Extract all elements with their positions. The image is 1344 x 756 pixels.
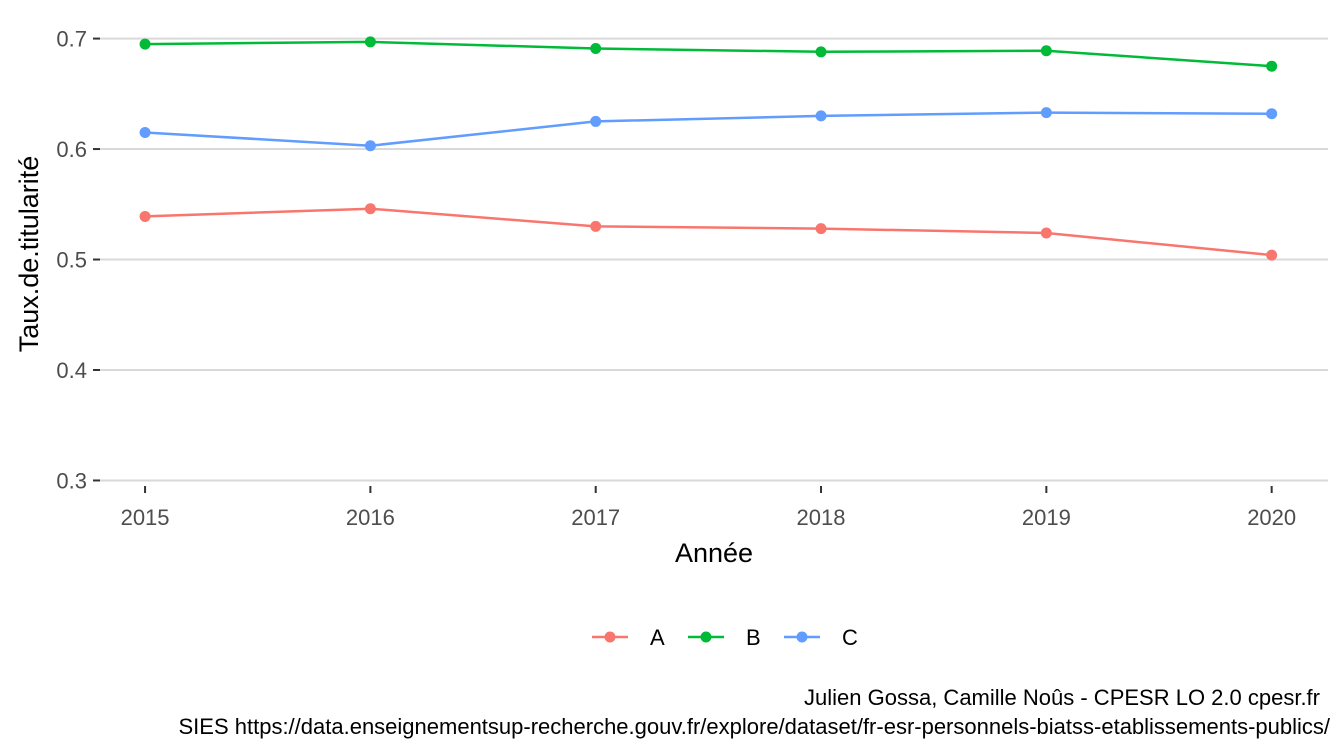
x-axis-title: Année: [675, 538, 753, 568]
data-point: [139, 38, 151, 50]
data-point: [815, 110, 827, 122]
legend-item-c: C: [784, 625, 858, 650]
series-lines: [139, 36, 1278, 261]
series-a: [139, 203, 1278, 261]
y-axis: 0.3 0.4 0.5 0.6 0.7: [56, 27, 100, 493]
caption-credit: Julien Gossa, Camille Noûs - CPESR LO 2.…: [804, 685, 1320, 710]
y-axis-title: Taux.de.titularité: [14, 156, 44, 353]
data-point: [364, 36, 376, 48]
data-point: [815, 223, 827, 235]
series-line: [145, 40, 1272, 68]
series-b: [139, 36, 1278, 72]
data-point: [1040, 227, 1052, 239]
legend-key-point: [700, 631, 712, 643]
legend-key-point: [796, 631, 808, 643]
y-tick-label: 0.6: [56, 137, 87, 162]
legend-item-a: A: [592, 625, 665, 650]
series-line: [145, 207, 1272, 257]
y-tick-label: 0.5: [56, 248, 87, 273]
x-tick-label: 2016: [346, 505, 395, 530]
data-point: [1266, 60, 1278, 72]
legend-item-b: B: [688, 625, 761, 650]
data-point: [590, 43, 602, 55]
data-point: [1266, 249, 1278, 261]
data-point: [364, 140, 376, 152]
legend-key-point: [604, 631, 616, 643]
y-tick-label: 0.4: [56, 358, 87, 383]
data-point: [1266, 108, 1278, 120]
data-point: [815, 46, 827, 58]
legend-label: A: [650, 625, 665, 650]
data-point: [139, 126, 151, 138]
data-point: [590, 115, 602, 127]
data-point: [139, 210, 151, 222]
legend: A B C: [592, 625, 858, 650]
y-tick-label: 0.3: [56, 468, 87, 493]
x-axis: 2015 2016 2017 2018 2019 2020: [121, 486, 1296, 530]
data-point: [364, 203, 376, 215]
x-tick-label: 2018: [797, 505, 846, 530]
series-c: [139, 107, 1278, 152]
x-tick-label: 2020: [1247, 505, 1296, 530]
legend-label: C: [842, 625, 858, 650]
y-tick-label: 0.7: [56, 27, 87, 52]
series-line: [145, 111, 1272, 147]
data-point: [1040, 45, 1052, 57]
data-point: [1040, 107, 1052, 119]
x-tick-label: 2019: [1022, 505, 1071, 530]
legend-label: B: [746, 625, 761, 650]
gridlines: [100, 37, 1328, 482]
caption-source: SIES https://data.enseignementsup-recher…: [179, 714, 1331, 739]
x-tick-label: 2015: [121, 505, 170, 530]
data-point: [590, 220, 602, 232]
x-tick-label: 2017: [571, 505, 620, 530]
